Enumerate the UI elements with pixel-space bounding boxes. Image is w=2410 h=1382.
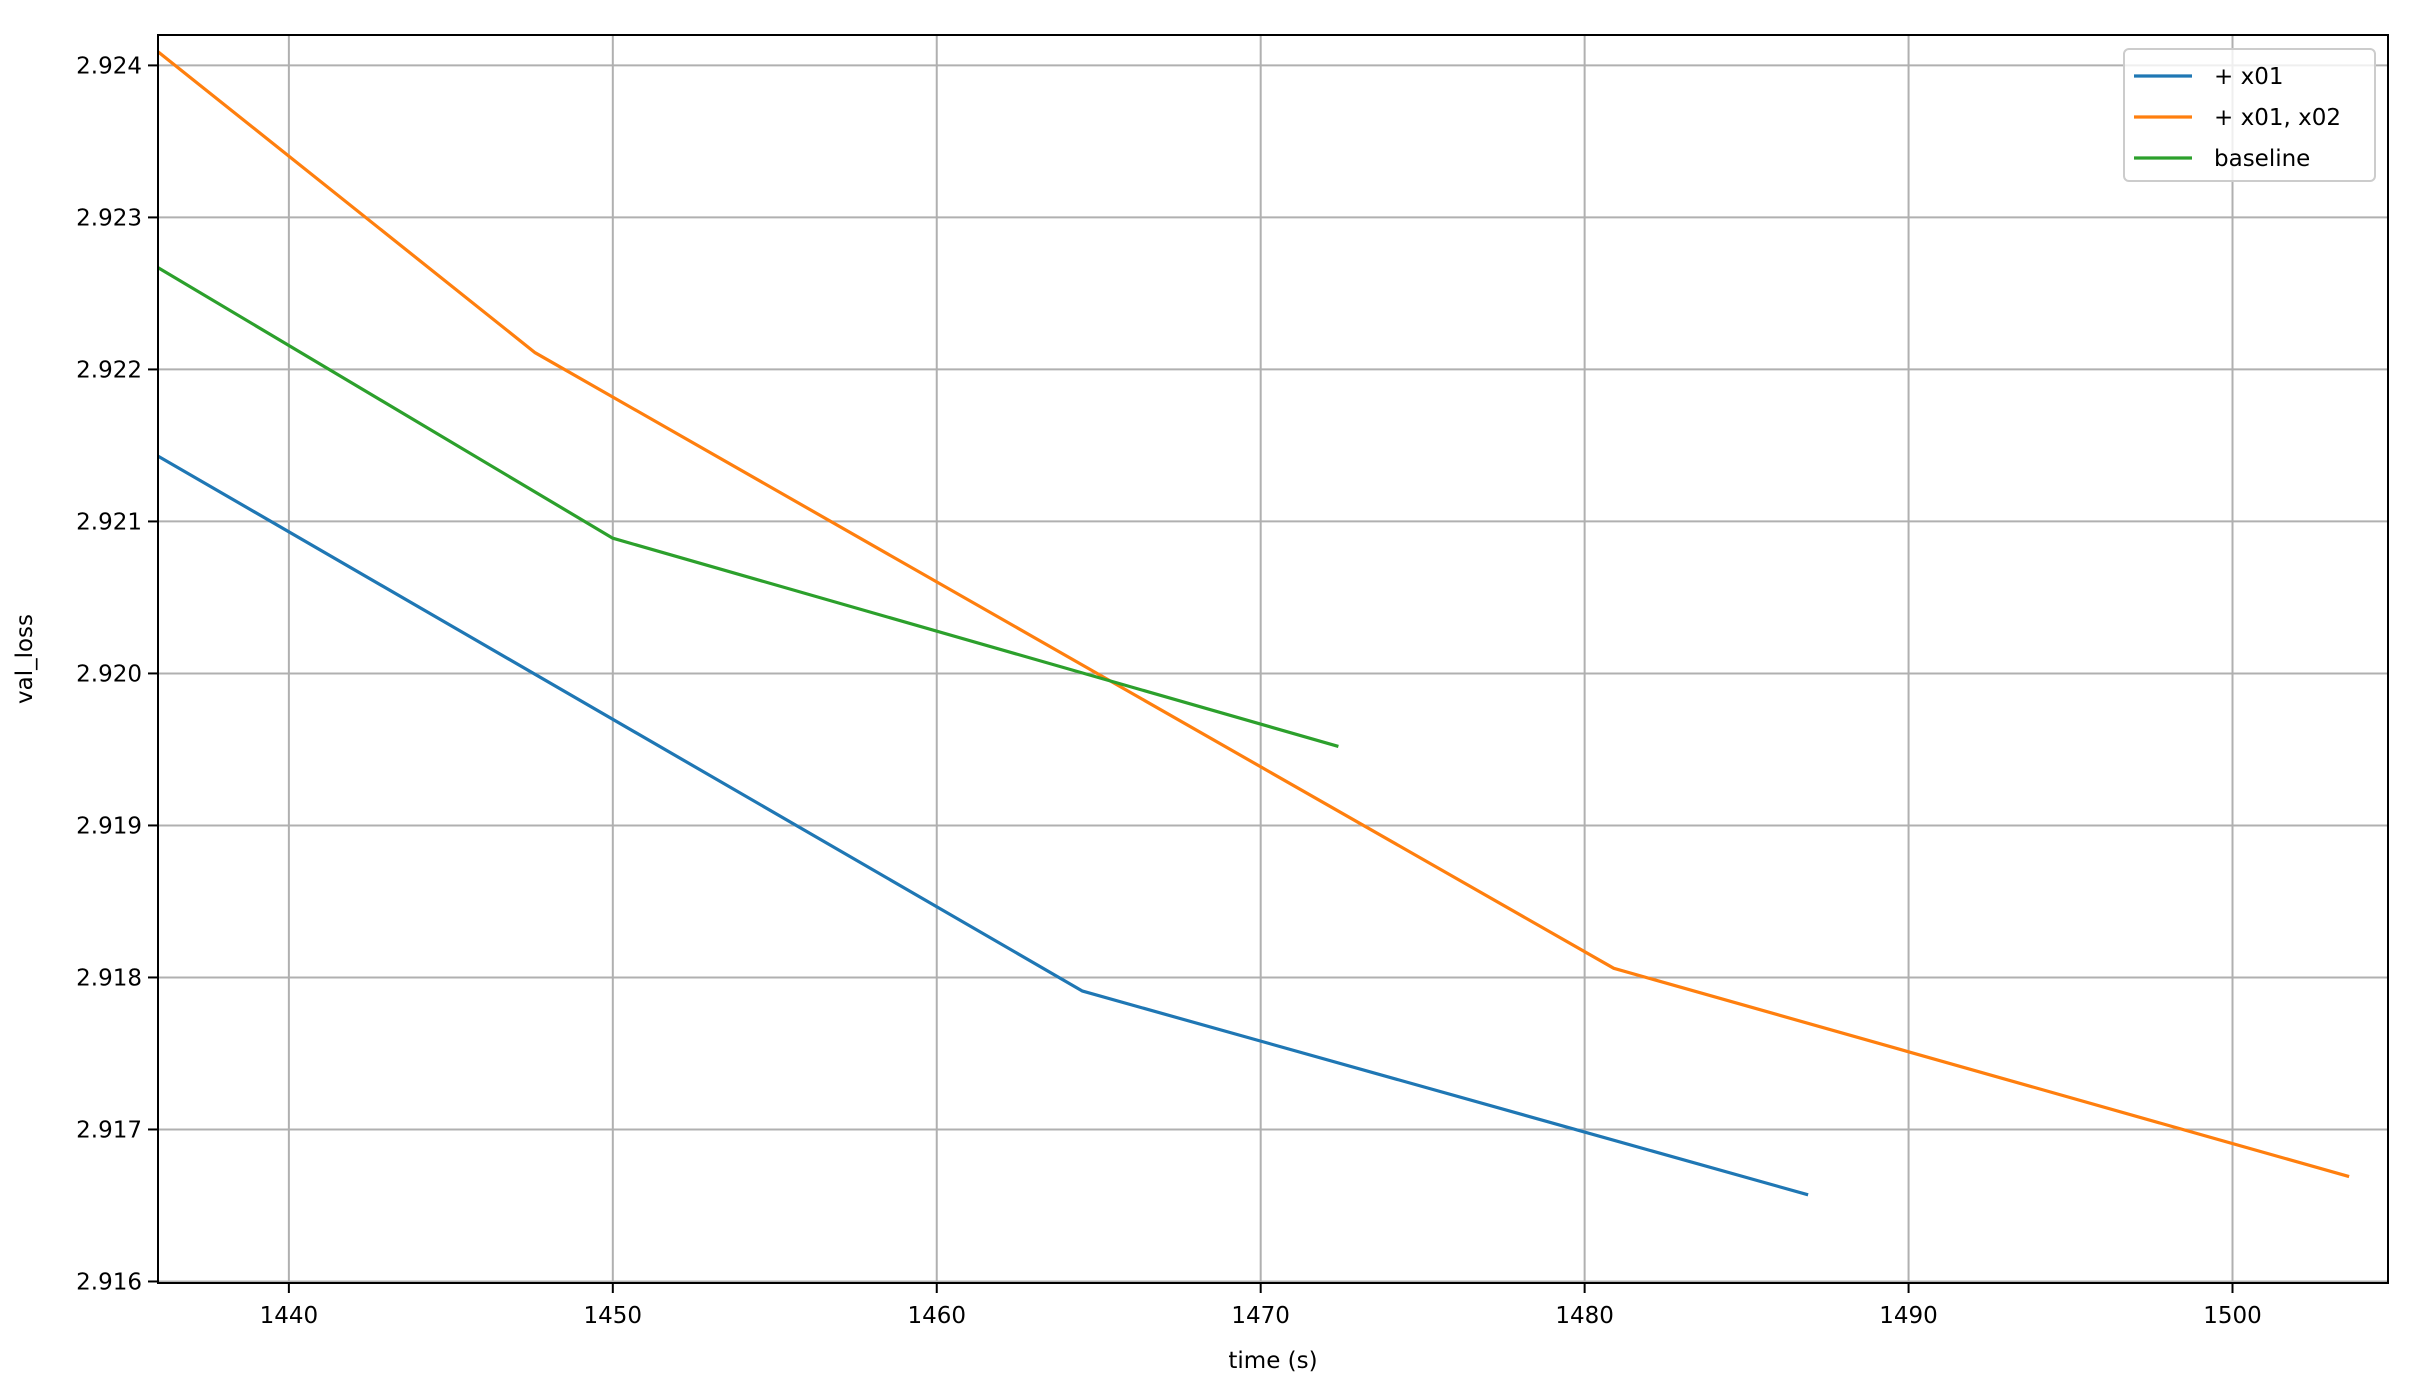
- legend-label: + x01: [2214, 64, 2283, 90]
- y-tick-label: 2.916: [76, 1269, 142, 1295]
- y-tick-label: 2.919: [76, 813, 142, 839]
- x-tick-label: 1500: [2203, 1303, 2262, 1329]
- x-axis-label: time (s): [1228, 1348, 1317, 1374]
- x-tick-label: 1440: [260, 1303, 319, 1329]
- x-tick-label: 1470: [1231, 1303, 1290, 1329]
- plot-area: [157, 34, 2389, 1284]
- legend-label: + x01, x02: [2214, 105, 2341, 131]
- axis-ticks: 1440 1450 1460 1470 1480 1490 1500 2.916 2.917 2.…: [76, 53, 2262, 1329]
- grid-lines: [158, 35, 2388, 1283]
- y-tick-label: 2.923: [76, 205, 142, 231]
- legend-label: baseline: [2214, 146, 2310, 172]
- x-tick-label: 1460: [907, 1303, 966, 1329]
- y-tick-label: 2.920: [76, 661, 142, 687]
- data-series: [157, 50, 2350, 1197]
- series-line: [157, 454, 1809, 1197]
- y-tick-label: 2.917: [76, 1117, 142, 1143]
- legend-box: [2123, 48, 2376, 182]
- series-line: [157, 266, 1339, 748]
- legend: + x01 + x01, x02 baseline: [2123, 48, 2376, 182]
- y-tick-label: 2.918: [76, 965, 142, 991]
- x-tick-label: 1490: [1879, 1303, 1938, 1329]
- y-tick-label: 2.921: [76, 509, 142, 535]
- series-line: [157, 50, 2350, 1179]
- y-axis-label: val_loss: [12, 614, 38, 704]
- x-tick-label: 1450: [584, 1303, 643, 1329]
- y-tick-label: 2.924: [76, 53, 142, 79]
- x-tick-label: 1480: [1555, 1303, 1614, 1329]
- y-tick-label: 2.922: [76, 357, 142, 383]
